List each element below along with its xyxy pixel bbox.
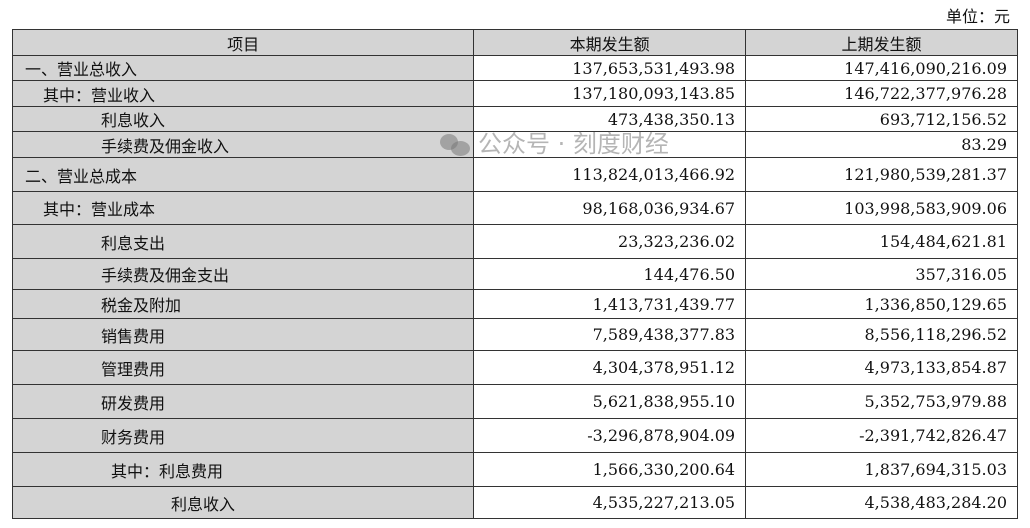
table-row: 研发费用 5,621,838,955.10 5,352,753,979.88 (11, 384, 1018, 419)
table-row: 一、营业总收入 137,653,531,493.98 147,416,090,216… (11, 55, 1018, 81)
current-period-value: 5,621,838,955.10 (473, 384, 747, 419)
table-row: 手续费及佣金支出 144,476.50 357,316.05 (11, 258, 1018, 290)
table-header-row: 项目 本期发生额 上期发生额 (11, 29, 1018, 56)
row-label: 一、营业总收入 (11, 55, 475, 81)
prior-period-value: 103,998,583,909.06 (745, 191, 1018, 225)
table-row: 管理费用 4,304,378,951.12 4,973,133,854.87 (11, 350, 1018, 385)
current-period-value: 144,476.50 (473, 258, 747, 290)
wechat-icon (440, 133, 470, 157)
prior-period-value: -2,391,742,826.47 (745, 418, 1018, 453)
prior-period-value: 8,556,118,296.52 (745, 318, 1018, 351)
prior-period-value: 83.29 (745, 131, 1018, 158)
table-row: 销售费用 7,589,438,377.83 8,556,118,296.52 (11, 318, 1018, 351)
watermark: 公众号 · 刻度财经 (440, 132, 669, 157)
row-label: 利息收入 (11, 486, 475, 519)
current-period-value: 1,413,731,439.77 (473, 289, 747, 319)
row-label: 二、营业总成本 (11, 157, 475, 192)
prior-period-value: 121,980,539,281.37 (745, 157, 1018, 192)
current-period-value: 7,589,438,377.83 (473, 318, 747, 351)
table-row: 利息收入 473,438,350.13 693,712,156.52 (11, 106, 1018, 132)
current-period-value: 4,304,378,951.12 (473, 350, 747, 385)
current-period-value: 4,535,227,213.05 (473, 486, 747, 519)
table-row: 其中：利息费用 1,566,330,200.64 1,837,694,315.03 (11, 452, 1018, 487)
header-item: 项目 (11, 29, 475, 56)
current-period-value: 98,168,036,934.67 (473, 191, 747, 225)
table-row: 利息收入 4,535,227,213.05 4,538,483,284.20 (11, 486, 1018, 519)
table-row: 税金及附加 1,413,731,439.77 1,336,850,129.65 (11, 289, 1018, 319)
prior-period-value: 5,352,753,979.88 (745, 384, 1018, 419)
prior-period-value: 693,712,156.52 (745, 106, 1018, 132)
header-current-period: 本期发生额 (473, 29, 747, 56)
table-row: 二、营业总成本 113,824,013,466.92 121,980,539,281… (11, 157, 1018, 192)
row-label: 其中：营业成本 (11, 191, 475, 225)
row-label: 其中：营业收入 (11, 80, 475, 107)
current-period-value: 1,566,330,200.64 (473, 452, 747, 487)
unit-label: 单位：元 (945, 7, 1010, 26)
current-period-value: 23,323,236.02 (473, 224, 747, 259)
table-row: 手续费及佣金收入 83.29 (11, 131, 1018, 158)
row-label: 利息收入 (11, 106, 475, 132)
table-row: 其中：营业收入 137,180,093,143.85 146,722,377,976… (11, 80, 1018, 107)
current-period-value: 137,180,093,143.85 (473, 80, 747, 107)
row-label: 研发费用 (11, 384, 475, 419)
row-label: 管理费用 (11, 350, 475, 385)
income-statement-table: 项目 本期发生额 上期发生额 一、营业总收入 137,653,531,493.98… (11, 29, 1018, 519)
row-label: 利息支出 (11, 224, 475, 259)
prior-period-value: 1,837,694,315.03 (745, 452, 1018, 487)
current-period-value: -3,296,878,904.09 (473, 418, 747, 453)
row-label: 手续费及佣金收入 (11, 131, 475, 158)
current-period-value: 113,824,013,466.92 (473, 157, 747, 192)
prior-period-value: 146,722,377,976.28 (745, 80, 1018, 107)
header-prior-period: 上期发生额 (745, 29, 1018, 56)
row-label: 销售费用 (11, 318, 475, 351)
watermark-text: 公众号 · 刻度财经 (478, 130, 669, 158)
table-row: 利息支出 23,323,236.02 154,484,621.81 (11, 224, 1018, 259)
prior-period-value: 1,336,850,129.65 (745, 289, 1018, 319)
prior-period-value: 4,973,133,854.87 (745, 350, 1018, 385)
row-label: 其中：利息费用 (11, 452, 475, 487)
row-label: 财务费用 (11, 418, 475, 453)
row-label: 手续费及佣金支出 (11, 258, 475, 290)
prior-period-value: 357,316.05 (745, 258, 1018, 290)
table-row: 其中：营业成本 98,168,036,934.67 103,998,583,909.… (11, 191, 1018, 225)
prior-period-value: 4,538,483,284.20 (745, 486, 1018, 519)
table-row: 财务费用 -3,296,878,904.09 -2,391,742,826.47 (11, 418, 1018, 453)
prior-period-value: 147,416,090,216.09 (745, 55, 1018, 81)
row-label: 税金及附加 (11, 289, 475, 319)
current-period-value: 137,653,531,493.98 (473, 55, 747, 81)
prior-period-value: 154,484,621.81 (745, 224, 1018, 259)
current-period-value: 473,438,350.13 (473, 106, 747, 132)
